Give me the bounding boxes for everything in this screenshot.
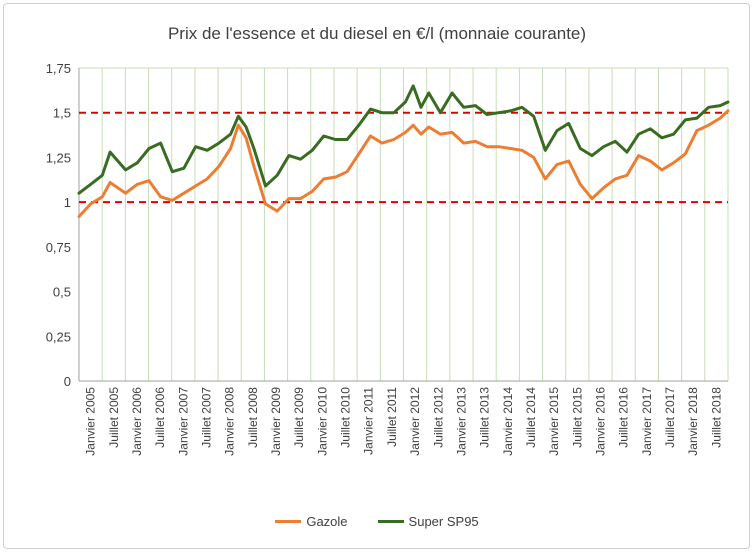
x-tick-label-0: Janvier 2005 xyxy=(84,387,98,456)
y-tick-label-6: 1,5 xyxy=(53,106,71,121)
x-tick-label-5: Juillet 2007 xyxy=(199,387,213,448)
x-tick-label-25: Juillet 2017 xyxy=(663,387,677,448)
x-tick-label-2: Janvier 2006 xyxy=(130,387,144,456)
x-tick-label-10: Janvier 2010 xyxy=(315,387,329,456)
x-tick-label-26: Janvier 2018 xyxy=(686,387,700,456)
y-tick-label-0: 0 xyxy=(64,374,71,389)
x-tick-label-1: Juillet 2005 xyxy=(107,387,121,448)
x-tick-label-27: Juillet 2018 xyxy=(709,387,723,448)
reference-lines xyxy=(79,111,728,204)
series-lines xyxy=(77,84,730,218)
legend-swatch-gazole xyxy=(275,520,302,523)
x-tick-label-22: Janvier 2016 xyxy=(594,387,608,456)
y-tick-label-1: 0,25 xyxy=(46,329,71,344)
x-tick-label-24: Janvier 2017 xyxy=(640,387,654,456)
legend: Gazole Super SP95 xyxy=(0,514,754,529)
x-tick-label-4: Janvier 2007 xyxy=(176,387,190,456)
x-tick-label-15: Juillet 2012 xyxy=(431,387,445,448)
chart-title: Prix de l'essence et du diesel en €/l (m… xyxy=(167,24,587,43)
x-tick-label-23: Juillet 2016 xyxy=(617,387,631,448)
legend-label-super-sp95: Super SP95 xyxy=(408,514,479,529)
series-line-gazole xyxy=(77,109,730,218)
x-tick-label-9: Juillet 2009 xyxy=(292,387,306,448)
axes xyxy=(78,68,728,382)
x-tick-label-13: Juillet 2011 xyxy=(385,387,399,447)
x-axis-tick-labels: Janvier 2005 Juillet 2005 Janvier 2006 Juil… xyxy=(84,387,724,456)
vertical-gridlines xyxy=(78,67,729,381)
x-tick-label-11: Juillet 2010 xyxy=(339,387,353,448)
series-line-super-sp95 xyxy=(77,84,730,195)
legend-item-gazole: Gazole xyxy=(275,514,348,529)
x-tick-label-17: Juillet 2013 xyxy=(478,387,492,448)
x-tick-label-3: Juillet 2006 xyxy=(153,387,167,448)
x-tick-label-12: Janvier 2011 xyxy=(362,387,376,455)
x-tick-label-18: Janvier 2014 xyxy=(501,387,515,456)
x-tick-label-20: Janvier 2015 xyxy=(547,387,561,456)
legend-item-super-sp95: Super SP95 xyxy=(377,514,479,529)
y-tick-label-4: 1 xyxy=(64,195,71,210)
y-tick-label-2: 0,5 xyxy=(53,285,71,300)
legend-swatch-super-sp95 xyxy=(377,520,404,523)
x-tick-label-16: Janvier 2013 xyxy=(454,387,468,456)
y-axis-tick-labels: 0 0,25 0,5 0,75 1 1,25 1,5 1,75 xyxy=(46,61,71,389)
legend-label-gazole: Gazole xyxy=(306,514,348,529)
x-tick-label-19: Juillet 2014 xyxy=(524,387,538,448)
x-tick-label-14: Janvier 2012 xyxy=(408,387,422,456)
chart-frame xyxy=(3,3,750,549)
x-tick-label-21: Juillet 2015 xyxy=(570,387,584,448)
x-tick-label-7: Juillet 2008 xyxy=(246,387,260,448)
y-tick-label-7: 1,75 xyxy=(46,61,71,76)
x-tick-label-6: Janvier 2008 xyxy=(223,387,237,456)
y-tick-label-5: 1,25 xyxy=(46,150,71,165)
y-tick-label-3: 0,75 xyxy=(46,240,71,255)
x-tick-label-8: Janvier 2009 xyxy=(269,387,283,456)
